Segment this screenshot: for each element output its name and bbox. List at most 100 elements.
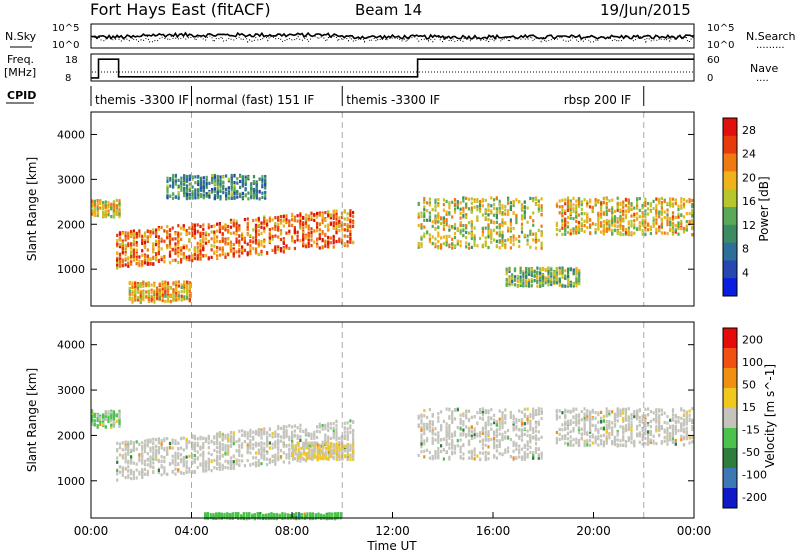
power-cell [327,226,330,230]
power-cell [685,199,688,203]
power-cell [219,182,222,186]
power-cell [213,196,216,200]
power-cell [142,284,145,288]
power-cell [555,221,558,225]
power-cell [437,234,440,238]
power-cell [254,247,258,251]
power-cell [139,298,142,302]
power-cell [660,212,663,216]
power-cell [293,239,296,244]
nave-tick-bottom: 0 [707,73,713,84]
power-cell [210,244,213,248]
velocity-cell [285,425,288,429]
power-cell [279,218,283,223]
power-cell [121,264,124,268]
power-cell [448,234,451,238]
velocity-data [91,322,694,521]
power-cell [493,213,496,217]
velocity-cell [501,412,504,417]
velocity-cell [149,438,152,442]
power-cell [279,229,283,233]
power-cell [660,231,663,235]
velocity-cell [116,468,119,472]
power-cell [465,245,468,249]
power-cell [525,279,528,283]
power-cell [507,212,510,216]
power-cell [594,198,597,202]
power-cell [166,244,169,248]
velocity-cell [221,438,224,442]
power-cell [121,249,124,253]
velocity-cell [180,460,183,464]
power-cell [658,228,661,232]
power-cell [204,231,208,235]
power-cell [161,280,164,284]
velocity-cell [352,437,355,441]
power-cell [674,202,677,206]
power-cell [616,208,619,213]
power-cell [591,222,594,226]
power-cell [533,274,536,278]
power-cell [252,246,255,251]
power-cell [127,236,130,240]
velocity-cell [166,472,169,476]
velocity-cell [417,453,420,457]
power-cell [674,215,677,220]
power-cell [216,191,219,195]
power-cell [674,230,677,234]
power-cell [440,236,443,240]
velocity-cell [124,447,127,451]
velocity-cell [254,432,258,436]
velocity-cell [481,431,484,435]
power-cell [332,241,335,245]
power-cell [229,231,233,235]
power-cell [112,211,116,216]
power-cell [118,210,121,214]
power-cell [266,219,269,223]
colorbar-frame [722,117,738,297]
power-cell [185,244,188,248]
velocity-cell [246,450,249,455]
power-cell [258,177,261,181]
velocity-cell [456,439,459,443]
power-cell [434,204,437,208]
power-cell [158,292,161,296]
power-cell [318,222,321,227]
power-cell [641,221,644,225]
power-cell [202,196,205,200]
power-cell [493,238,496,242]
velocity-cell [118,413,121,417]
power-cell [175,286,178,290]
power-cell [135,235,138,239]
power-cell [250,187,253,191]
power-cell [244,178,247,182]
power-cell [641,206,644,210]
velocity-cell [266,442,269,446]
power-cell [216,249,219,253]
power-cell [157,227,160,231]
power-cell [115,198,118,202]
power-cell [505,270,508,274]
velocity-cell [288,443,291,447]
power-cell [580,217,583,221]
power-cell [622,203,625,207]
velocity-cell [138,442,141,447]
velocity-cell [163,439,166,443]
power-cell [193,249,196,253]
power-cell [158,288,161,293]
velocity-cell [149,446,152,450]
velocity-cell [243,431,246,435]
power-cell [150,291,153,295]
velocity-cell [327,440,330,445]
power-cell [180,285,183,290]
power-cell [490,230,493,235]
velocity-cell [260,453,263,457]
velocity-cell [146,452,149,456]
velocity-cell [426,437,429,441]
velocity-cell [149,455,152,459]
power-cell [495,231,498,235]
velocity-cell [324,456,327,460]
power-cell [107,209,110,213]
power-cell [279,247,283,251]
power-cell [586,212,589,216]
